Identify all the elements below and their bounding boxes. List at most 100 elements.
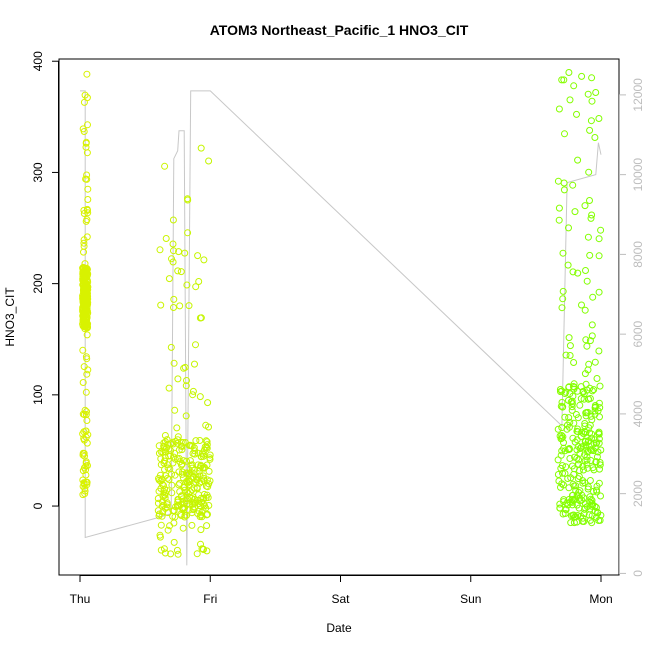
scatter-point: [191, 360, 198, 368]
scatter-point: [569, 434, 577, 442]
scatter-point: [569, 181, 577, 189]
scatter-point: [573, 454, 581, 462]
scatter-point: [596, 461, 604, 469]
scatter-point: [188, 494, 196, 502]
scatter-point: [588, 332, 596, 340]
scatter-point: [570, 380, 578, 388]
scatter-point: [81, 286, 89, 294]
scatter-point: [597, 226, 605, 234]
scatter-point: [560, 496, 568, 504]
scatter-point: [585, 168, 593, 176]
scatter-point: [179, 468, 186, 476]
scatter-point: [565, 224, 572, 232]
scatter-point: [561, 470, 569, 477]
scatter-point: [590, 386, 598, 394]
scatter-point: [570, 383, 578, 391]
y2-axis: 0 2000 4000 6000 8000 10000 12000: [619, 78, 645, 577]
scatter-point: [584, 90, 592, 98]
scatter-point: [79, 451, 87, 459]
y2-tick-label: 12000: [631, 78, 645, 112]
scatter-point: [174, 267, 182, 275]
scatter-point: [565, 334, 573, 342]
scatter-point: [162, 235, 170, 242]
scatter-point: [586, 197, 593, 204]
scatter-point: [182, 412, 190, 420]
scatter-point: [579, 477, 587, 485]
scatter-point: [194, 252, 202, 260]
scatter-point: [206, 451, 214, 459]
scatter-point: [161, 432, 169, 439]
scatter-point: [160, 481, 167, 489]
scatter-point: [156, 246, 164, 254]
scatter-point: [557, 451, 565, 459]
scatter-point: [566, 455, 574, 462]
scatter-point: [80, 242, 88, 250]
scatter-point: [570, 465, 578, 473]
scatter-point: [188, 464, 196, 472]
scatter-point: [568, 495, 576, 503]
scatter-point: [200, 476, 208, 484]
scatter-point: [205, 423, 212, 431]
scatter-point: [558, 76, 566, 84]
scatter-point: [80, 363, 88, 371]
scatter-point: [596, 459, 604, 466]
scatter-point: [191, 450, 199, 458]
scatter-point: [565, 423, 573, 431]
scatter-point: [82, 353, 90, 361]
scatter-point: [567, 519, 575, 527]
scatter-point: [574, 156, 582, 164]
scatter-point: [557, 464, 565, 472]
scatter-point: [559, 249, 567, 257]
scatter-point: [205, 467, 213, 475]
x-tick-label: Thu: [70, 592, 91, 606]
scatter-point: [568, 406, 576, 414]
line-series: [80, 90, 602, 566]
scatter-point: [172, 437, 180, 445]
scatter-point: [560, 76, 568, 84]
scatter-point: [200, 256, 208, 264]
scatter-point: [79, 311, 87, 319]
scatter-point: [596, 404, 604, 412]
scatter-point: [192, 437, 200, 445]
scatter-point: [554, 471, 562, 478]
scatter-point: [561, 130, 568, 138]
scatter-point: [181, 511, 189, 519]
line-series-path: [80, 90, 602, 566]
scatter-point: [193, 550, 201, 558]
scatter-point: [82, 217, 90, 225]
scatter-point: [560, 498, 568, 506]
scatter-point: [181, 504, 189, 512]
y-tick-label: 100: [31, 385, 45, 405]
scatter-point: [157, 471, 164, 479]
scatter-point: [205, 502, 213, 509]
scatter-point: [574, 414, 582, 422]
x-tick-label: Sat: [331, 592, 350, 606]
x-tick-label: Sun: [460, 592, 481, 606]
y2-tick-label: 4000: [631, 400, 645, 427]
scatter-point: [204, 510, 211, 518]
scatter-point: [170, 453, 177, 461]
scatter-point: [566, 445, 573, 453]
scatter-point: [581, 306, 589, 314]
scatter-point: [178, 446, 186, 454]
scatter-point: [83, 171, 91, 179]
scatter-point: [81, 406, 89, 414]
scatter-point: [185, 476, 193, 483]
scatter-point: [582, 429, 590, 436]
scatter-point: [84, 366, 92, 374]
scatter-point: [83, 293, 91, 301]
x-axis: Thu Fri Sat Sun Mon: [70, 575, 613, 606]
scatter-point: [174, 550, 182, 558]
scatter-point: [595, 235, 603, 243]
scatter-point: [80, 436, 88, 444]
scatter-point: [158, 512, 166, 520]
scatter-point: [81, 293, 88, 301]
scatter-point: [170, 507, 178, 515]
scatter-point: [154, 507, 162, 515]
scatter-point: [173, 546, 181, 554]
scatter-point: [164, 464, 172, 472]
scatter-point: [576, 401, 584, 409]
scatter-point: [170, 519, 178, 527]
scatter-point: [79, 476, 87, 484]
x-axis-label: Date: [326, 621, 352, 635]
